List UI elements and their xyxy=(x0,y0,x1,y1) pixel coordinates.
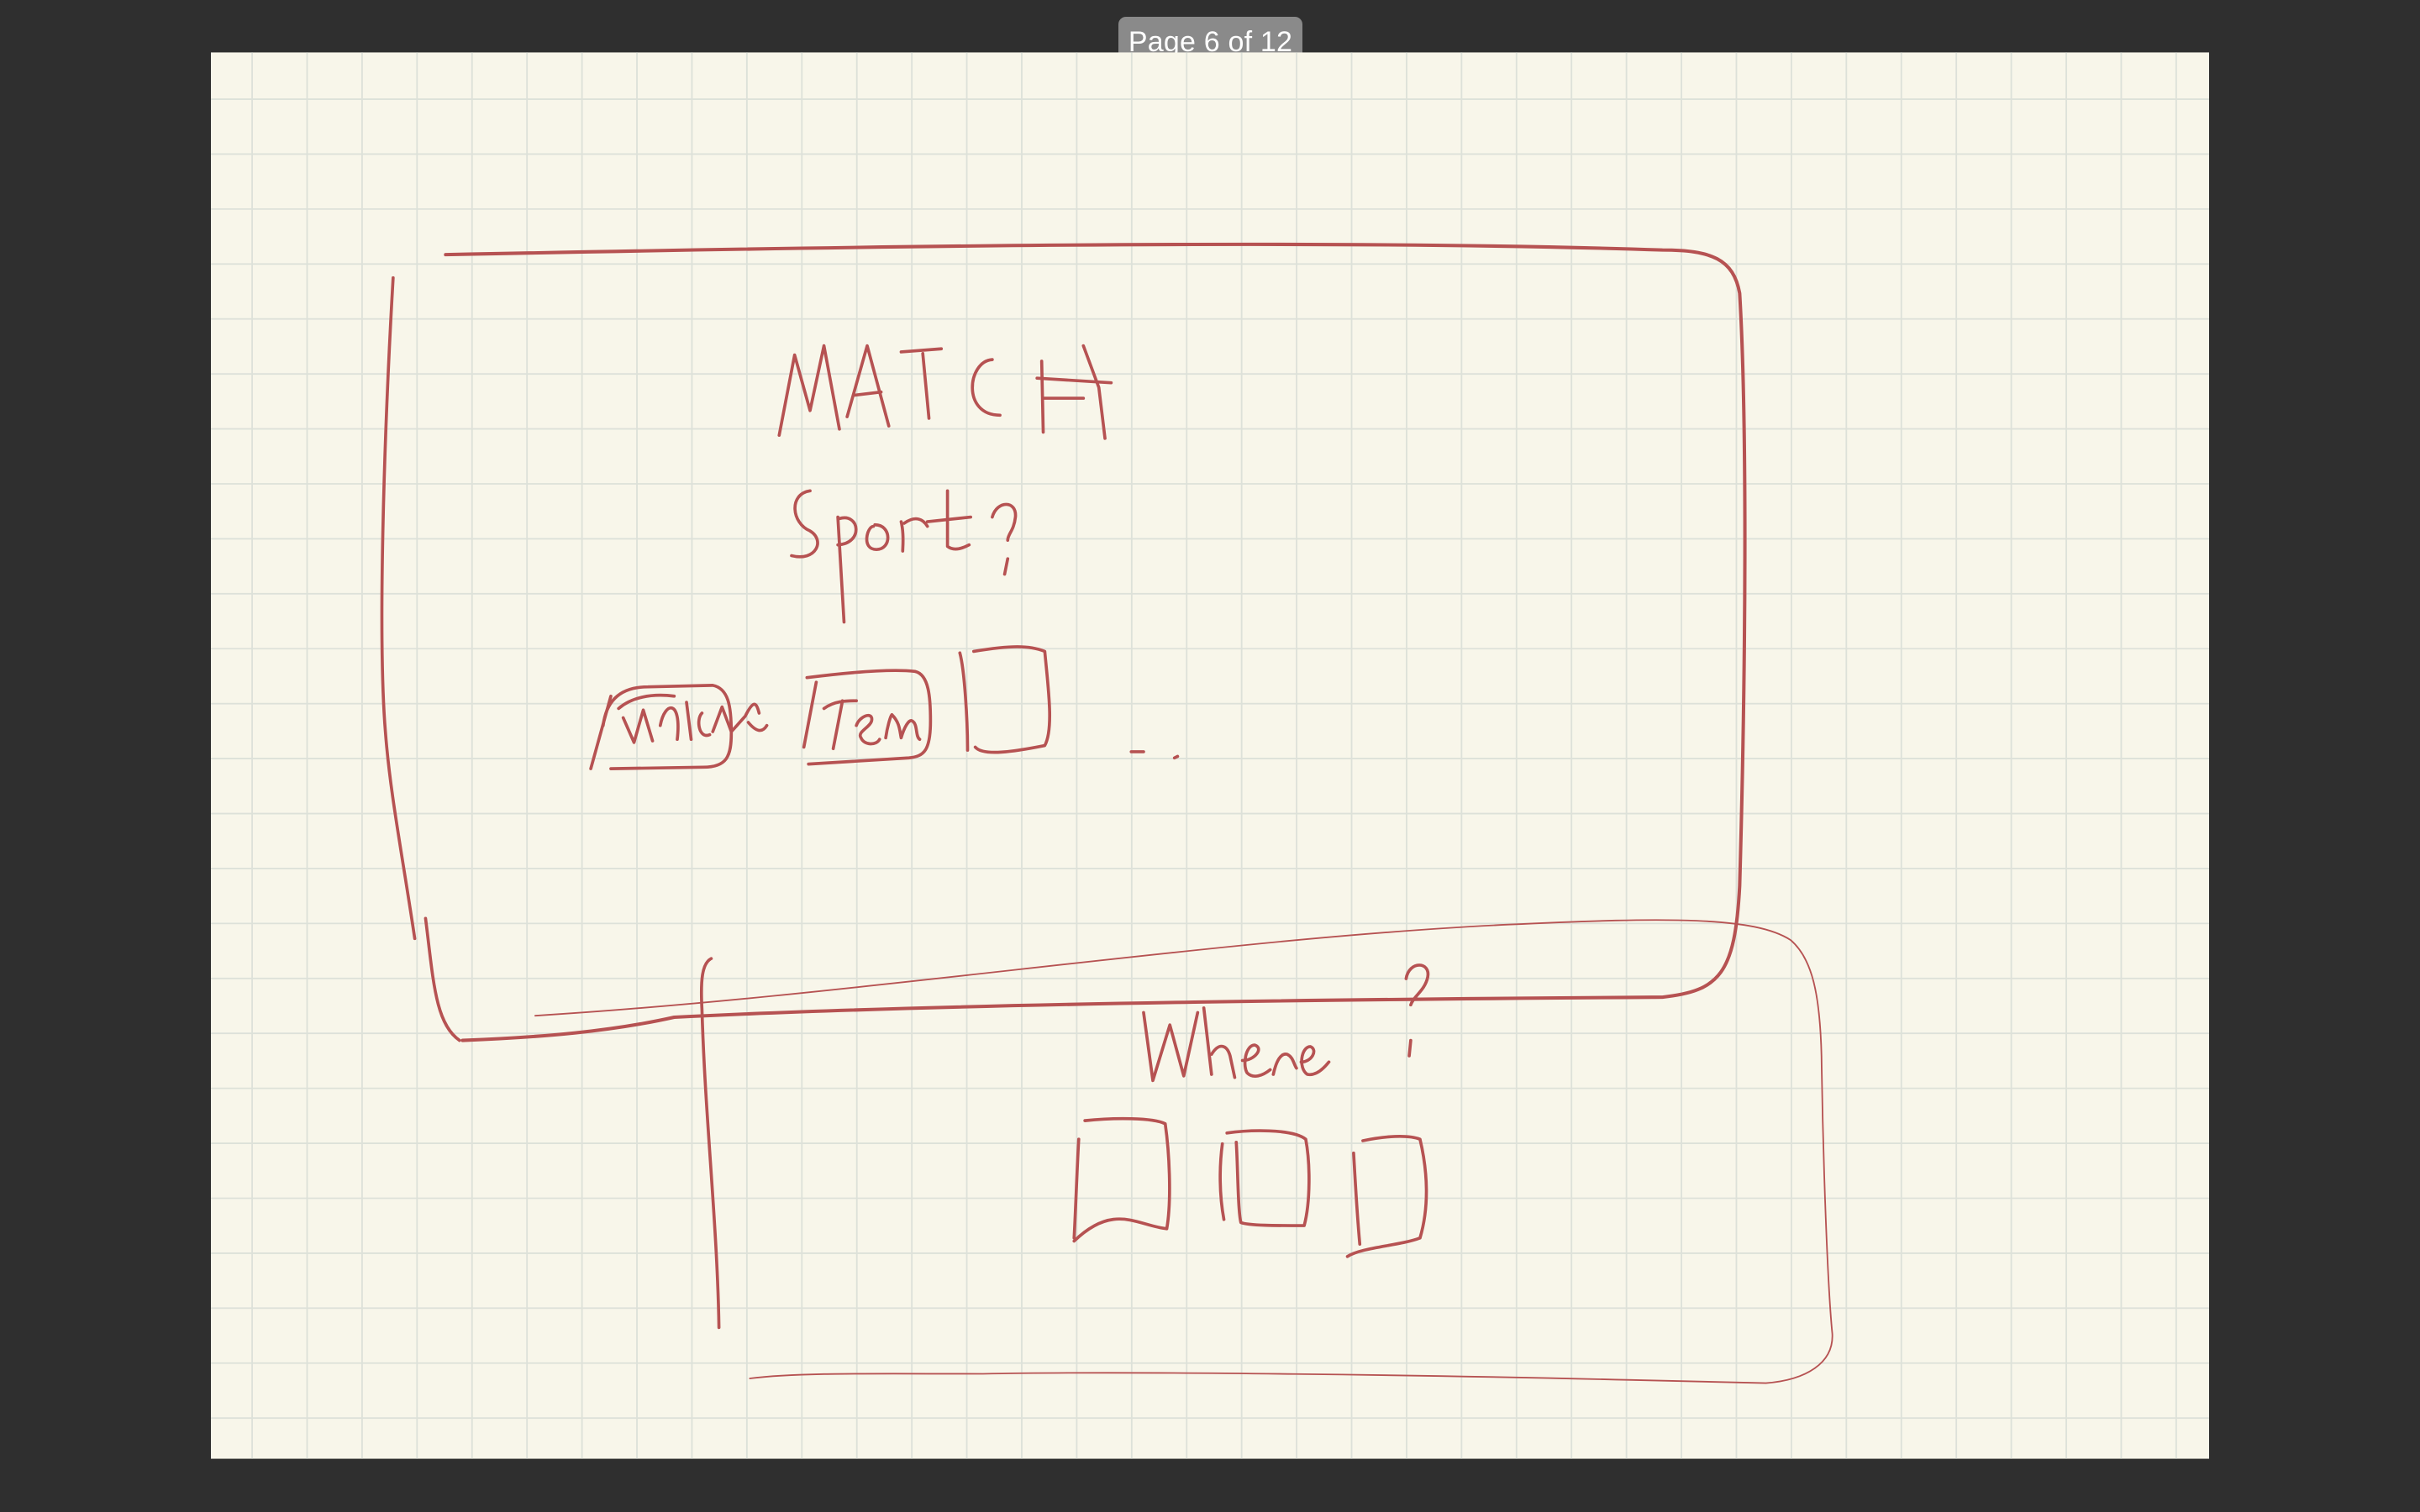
where-question-handwriting: Where ? xyxy=(1142,963,1430,1083)
where-options[interactable] xyxy=(1072,1116,1428,1258)
option-tennis-box[interactable]: Tennis xyxy=(802,669,933,766)
where-option-box-2[interactable] xyxy=(1218,1129,1311,1227)
grid-lines xyxy=(211,52,2209,1459)
sport-options[interactable]: Football Tennis xyxy=(589,645,1180,770)
notebook-page[interactable]: MATCH Sport ? xyxy=(211,52,2209,1459)
where-option-box-3[interactable] xyxy=(1345,1135,1428,1258)
match-title-handwriting: MATCH xyxy=(777,344,1113,440)
where-card-frame[interactable] xyxy=(534,919,1833,1384)
match-card-frame[interactable] xyxy=(380,242,1747,1042)
paper-background xyxy=(211,52,2209,1459)
sport-question-handwriting: Sport ? xyxy=(790,489,1018,624)
option-football-box[interactable]: Football xyxy=(589,684,769,770)
option-empty-box[interactable] xyxy=(958,645,1180,760)
where-option-box-1[interactable] xyxy=(1072,1116,1171,1243)
page-canvas[interactable]: MATCH Sport ? xyxy=(211,52,2209,1459)
ink-drawing[interactable]: MATCH Sport ? xyxy=(380,242,1833,1384)
